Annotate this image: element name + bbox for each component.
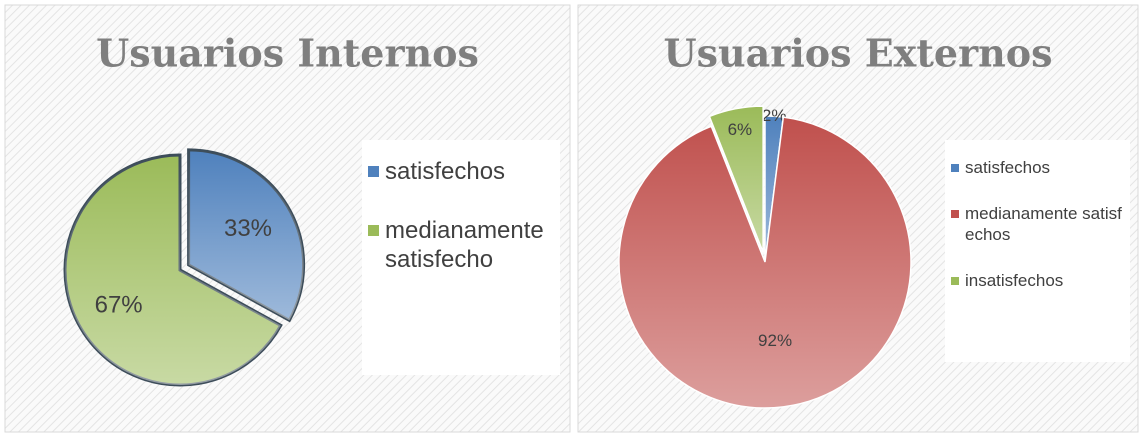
chart-title: Usuarios Externos [664, 31, 1053, 76]
legend-item: satisfechos [949, 158, 1126, 178]
legend-marker [951, 277, 959, 286]
data-label: 92% [758, 331, 792, 350]
legend-label: insatisfechos [965, 271, 1064, 291]
legend: satisfechos medianamente satisfecho [362, 140, 560, 375]
data-label: 6% [728, 120, 753, 139]
legend-item: satisfechos [366, 158, 556, 187]
legend-label: medianamente satisfechos [965, 204, 1122, 244]
data-label: 67% [95, 292, 143, 319]
legend-item: insatisfechos [949, 271, 1126, 291]
legend-label: satisfechos [385, 158, 506, 185]
legend-marker [951, 210, 959, 219]
legend-item: medianamente satisfecho [366, 217, 556, 275]
data-label: 33% [224, 215, 272, 242]
chart-title: Usuarios Internos [96, 31, 479, 76]
legend-item: medianamente satisfechos [949, 204, 1126, 245]
legend-label: satisfechos [965, 158, 1051, 177]
legend-label: medianamente satisfecho [385, 216, 544, 273]
legend-marker [368, 166, 379, 178]
legend: satisfechos medianamente satisfechos insat… [945, 140, 1130, 362]
legend-marker [368, 225, 379, 237]
legend-marker [951, 163, 959, 172]
